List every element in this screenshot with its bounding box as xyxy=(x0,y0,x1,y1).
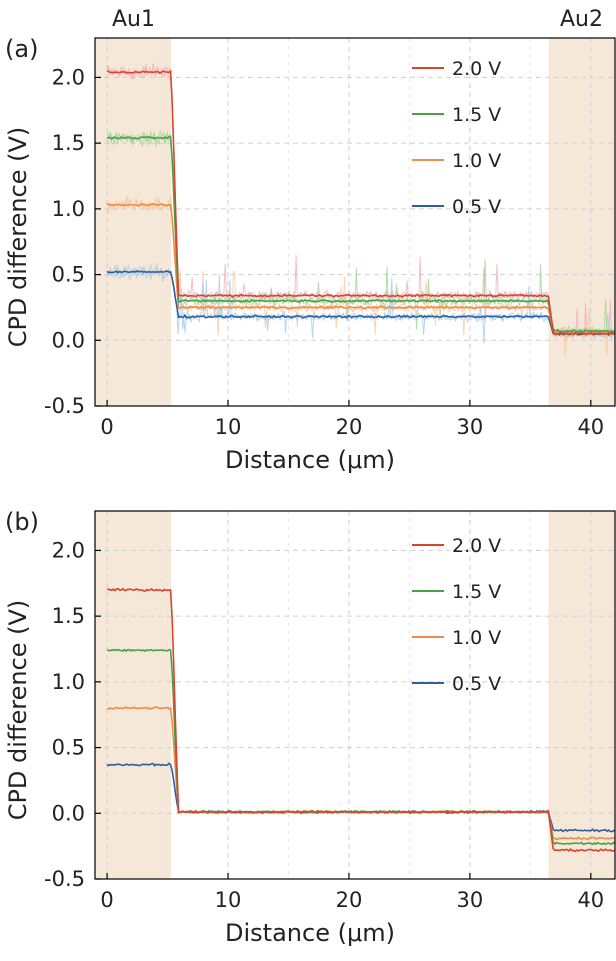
y-axis-title: CPD difference (V) xyxy=(4,600,32,821)
au-region-2 xyxy=(548,511,615,879)
x-tick-label: 40 xyxy=(577,888,604,912)
x-tick-label: 30 xyxy=(457,415,484,439)
legend: 2.0 V 1.5 V 1.0 V 0.5 V xyxy=(412,535,501,695)
series-line-20V xyxy=(106,69,615,337)
panel-label: (a) xyxy=(5,35,38,63)
plot-area xyxy=(95,38,615,406)
plot-area xyxy=(95,511,615,879)
series-line-05V xyxy=(106,762,615,833)
panel-b: 0 10 20 30 40 -0.5 0.0 0.5 1.0 1.5 2.0 Distance (μm… xyxy=(4,508,616,947)
noise-band-20V xyxy=(106,63,615,339)
au-region-2 xyxy=(548,38,615,406)
series-line-15V xyxy=(106,648,615,846)
noise-band-15V xyxy=(106,128,615,338)
series-line-10V xyxy=(106,706,615,841)
x-axis-title: Distance (μm) xyxy=(225,919,395,947)
y-tick-label: 0.0 xyxy=(52,801,85,825)
x-tick-label: 30 xyxy=(457,888,484,912)
y-tick-label: -0.5 xyxy=(44,394,85,418)
panel-label: (b) xyxy=(5,508,39,536)
au-region-1 xyxy=(95,511,172,879)
y-tick-label: 2.0 xyxy=(52,65,85,89)
x-tick-label: 0 xyxy=(100,888,113,912)
legend-label: 1.0 V xyxy=(452,150,501,172)
x-tick-label: 10 xyxy=(215,415,242,439)
plot-frame xyxy=(94,510,616,880)
au-region-1 xyxy=(95,38,172,406)
series-line-05V xyxy=(106,269,615,336)
series-line-20V xyxy=(106,587,615,853)
legend-label: 1.0 V xyxy=(452,627,501,649)
gridlines xyxy=(95,38,615,406)
x-tick-label: 20 xyxy=(336,415,363,439)
plot-frame xyxy=(94,37,616,407)
region-labels: Au1 Au2 xyxy=(112,7,603,32)
gridlines xyxy=(95,511,615,879)
y-tick-label: 1.0 xyxy=(52,670,85,694)
x-tick-label: 40 xyxy=(577,415,604,439)
x-tick-label: 20 xyxy=(336,888,363,912)
legend-label: 1.5 V xyxy=(452,581,501,603)
y-axis-title: CPD difference (V) xyxy=(4,127,32,348)
region-label-au2: Au2 xyxy=(560,7,603,32)
legend: 2.0 V 1.5 V 1.0 V 0.5 V xyxy=(412,58,501,218)
y-tick-label: 1.0 xyxy=(52,197,85,221)
y-tick-label: 0.0 xyxy=(52,328,85,352)
region-label-au1: Au1 xyxy=(112,7,155,32)
x-tick-label: 10 xyxy=(215,888,242,912)
y-tick-label: 1.5 xyxy=(52,131,85,155)
series-line-15V xyxy=(106,135,615,334)
series-line-10V xyxy=(107,202,615,335)
noise-band-10V xyxy=(107,195,615,358)
y-tick-label: 0.5 xyxy=(52,263,85,287)
x-axis-title: Distance (μm) xyxy=(225,446,395,474)
y-tick-label: 2.0 xyxy=(52,538,85,562)
legend-label: 0.5 V xyxy=(452,673,501,695)
y-tick-label: 1.5 xyxy=(52,604,85,628)
x-tick-label: 0 xyxy=(100,415,113,439)
y-tick-label: -0.5 xyxy=(44,867,85,891)
y-tick-label: 0.5 xyxy=(52,736,85,760)
legend-label: 2.0 V xyxy=(452,535,501,557)
legend-label: 2.0 V xyxy=(452,58,501,80)
panel-a: 0 10 20 30 40 -0.5 0.0 0.5 1.0 1.5 2.0 Distance (μm… xyxy=(4,35,616,474)
legend-label: 0.5 V xyxy=(452,196,501,218)
legend-label: 1.5 V xyxy=(452,104,501,126)
